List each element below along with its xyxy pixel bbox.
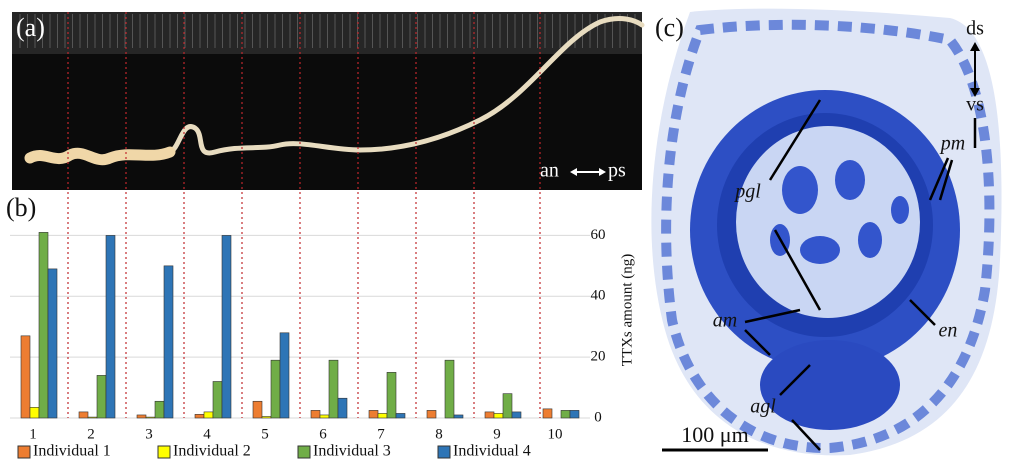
bar bbox=[29, 407, 40, 419]
bar bbox=[493, 413, 504, 419]
bar bbox=[38, 232, 49, 419]
bar bbox=[337, 397, 348, 419]
x-tick-label: 1 bbox=[29, 426, 37, 442]
legend-swatch bbox=[297, 445, 311, 459]
legend-label: Individual 1 bbox=[33, 443, 111, 460]
y-axis-title: TTXs amount (ng) bbox=[619, 254, 635, 366]
bar bbox=[444, 359, 455, 419]
ruler-ticks bbox=[19, 14, 636, 48]
x-tick-label: 9 bbox=[493, 426, 501, 442]
bar bbox=[47, 268, 58, 419]
bar bbox=[261, 416, 272, 419]
structure-label: pm bbox=[939, 133, 965, 155]
panel-label: (c) bbox=[655, 13, 684, 42]
bar bbox=[252, 400, 263, 419]
structure-label: en bbox=[939, 320, 958, 342]
bar bbox=[212, 381, 223, 419]
y-tick-label: 20 bbox=[591, 349, 606, 365]
bar bbox=[395, 413, 406, 419]
bar bbox=[319, 414, 330, 419]
bar bbox=[560, 410, 571, 419]
x-tick-label: 7 bbox=[377, 426, 385, 442]
bar bbox=[270, 359, 281, 419]
panel-label: (a) bbox=[16, 13, 45, 42]
bar bbox=[377, 413, 388, 419]
structure-label: agl bbox=[750, 396, 776, 418]
legend-swatch bbox=[157, 445, 171, 459]
tissue-cells bbox=[661, 19, 995, 454]
x-tick-label: 2 bbox=[87, 426, 95, 442]
bar bbox=[453, 414, 464, 419]
bar bbox=[310, 410, 321, 419]
legend-swatch bbox=[17, 445, 31, 459]
structure-label: pgl bbox=[733, 181, 761, 203]
legend-label: Individual 4 bbox=[453, 443, 531, 460]
end-label: ps bbox=[608, 160, 626, 182]
bar bbox=[145, 416, 156, 419]
orientation-label: ds bbox=[966, 18, 984, 40]
y-tick-label: 0 bbox=[594, 409, 602, 425]
pointer-lines bbox=[744, 99, 977, 451]
chart: 0 20 40 60 1 2 3 4 5 6 7 8 9 10 Individual 1 Individual… bbox=[10, 227, 606, 460]
bar bbox=[194, 414, 205, 419]
bar bbox=[484, 411, 495, 419]
x-tick-label: 10 bbox=[548, 426, 563, 442]
panel-label: (b) bbox=[6, 193, 36, 222]
bar bbox=[136, 414, 147, 419]
bar bbox=[511, 411, 522, 419]
agl-region bbox=[760, 340, 900, 430]
bar bbox=[328, 359, 339, 419]
bar bbox=[87, 416, 98, 419]
bar bbox=[542, 408, 553, 419]
x-tick-label: 8 bbox=[435, 426, 443, 442]
worm-body bbox=[24, 146, 176, 166]
bar bbox=[105, 235, 116, 419]
bar bbox=[569, 410, 580, 419]
legend-swatch bbox=[437, 445, 451, 459]
x-tick-label: 3 bbox=[145, 426, 153, 442]
structure-label: am bbox=[713, 310, 737, 332]
lumen bbox=[736, 126, 920, 318]
bar bbox=[221, 235, 232, 419]
bar bbox=[279, 332, 290, 419]
y-tick-label: 60 bbox=[591, 227, 606, 243]
legend-label: Individual 3 bbox=[313, 443, 391, 460]
bar bbox=[203, 411, 214, 419]
bar bbox=[96, 375, 107, 419]
orientation-label: vs bbox=[966, 94, 984, 116]
bar bbox=[502, 393, 513, 419]
y-tick-label: 40 bbox=[591, 288, 606, 304]
bar bbox=[78, 411, 89, 419]
bar bbox=[426, 410, 437, 419]
legend-label: Individual 2 bbox=[173, 443, 251, 460]
x-tick-label: 6 bbox=[319, 426, 327, 442]
bar bbox=[20, 335, 31, 419]
end-label: an bbox=[540, 160, 559, 182]
x-tick-label: 4 bbox=[203, 426, 211, 442]
x-tick-label: 5 bbox=[261, 426, 269, 442]
bar bbox=[368, 410, 379, 419]
scale-bar-label: 100 μm bbox=[681, 422, 748, 447]
bar bbox=[386, 372, 397, 419]
bar bbox=[154, 400, 165, 419]
bar bbox=[163, 265, 174, 419]
